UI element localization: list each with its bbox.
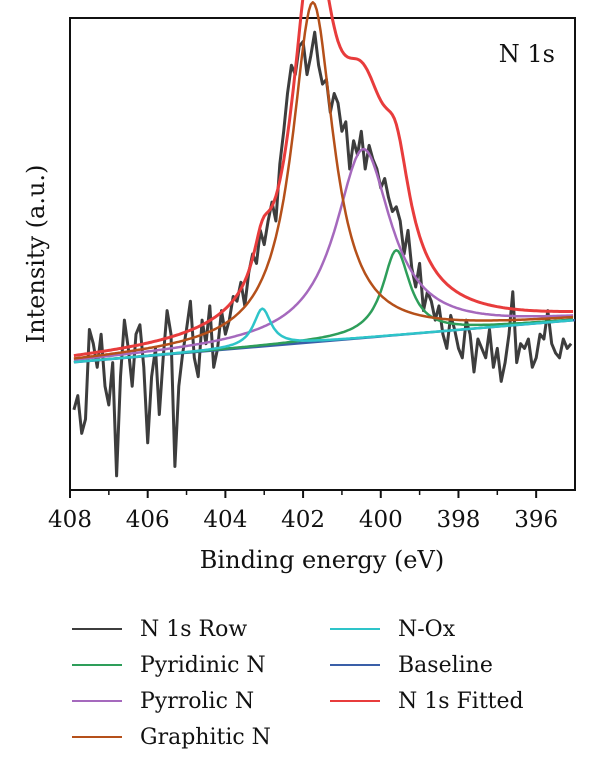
series-pyrrolic-n — [73, 147, 574, 361]
legend-label: N 1s Row — [140, 616, 248, 642]
legend-label: Graphitic N — [140, 724, 271, 750]
legend-label: Pyrrolic N — [140, 688, 255, 714]
legend-swatch — [330, 664, 380, 666]
legend-swatch — [330, 700, 380, 702]
legend-swatch — [72, 736, 122, 738]
plot-frame — [69, 17, 576, 491]
x-tick-label: 404 — [203, 507, 247, 533]
x-axis-label: Binding energy (eV) — [200, 546, 444, 574]
legend-item-n1s-row: N 1s Row — [72, 612, 247, 646]
x-tick-label: 408 — [48, 507, 92, 533]
series-n-ox — [73, 307, 574, 364]
legend: N 1s Row Pyridinic N Pyrrolic N Graphiti… — [72, 612, 572, 762]
x-tick-label: 400 — [359, 507, 403, 533]
chart-annotation: N 1s — [499, 40, 555, 68]
legend-swatch — [72, 628, 122, 630]
legend-label: Baseline — [398, 652, 493, 678]
legend-item-n1s-fitted: N 1s Fitted — [330, 684, 524, 718]
legend-item-pyridinic-n: Pyridinic N — [72, 648, 266, 682]
x-axis-ticks: 408 406 404 402 400 398 396 — [48, 490, 558, 533]
legend-label: Pyridinic N — [140, 652, 266, 678]
legend-label: N-Ox — [398, 616, 456, 642]
legend-item-pyrrolic-n: Pyrrolic N — [72, 684, 254, 718]
x-tick-label: 398 — [437, 507, 481, 533]
series-n-1s-fitted — [73, 0, 574, 358]
series-layer — [72, 0, 576, 478]
series-n-1s-row — [72, 30, 573, 478]
series-graphitic-n — [73, 1, 574, 360]
legend-swatch — [72, 664, 122, 666]
legend-swatch — [72, 700, 122, 702]
x-tick-label: 402 — [281, 507, 325, 533]
x-tick-label: 396 — [514, 507, 558, 533]
legend-label: N 1s Fitted — [398, 688, 524, 714]
legend-swatch — [330, 628, 380, 630]
legend-item-graphitic-n: Graphitic N — [72, 720, 271, 754]
x-tick-label: 406 — [126, 507, 170, 533]
y-axis-label: Intensity (a.u.) — [22, 165, 50, 344]
xps-chart: 408 406 404 402 400 398 396 N 1s Binding energ… — [22, 0, 576, 574]
legend-item-baseline: Baseline — [330, 648, 493, 682]
legend-item-n-ox: N-Ox — [330, 612, 455, 646]
